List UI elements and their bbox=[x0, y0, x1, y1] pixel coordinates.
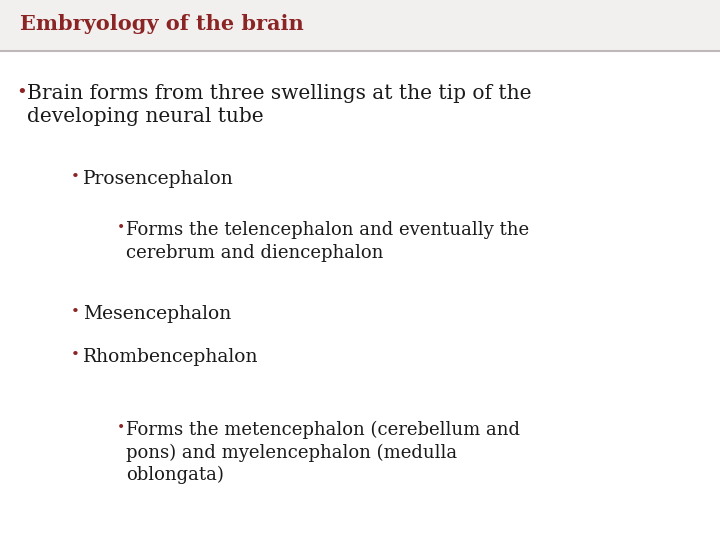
Text: Embryology of the brain: Embryology of the brain bbox=[20, 14, 304, 35]
Text: Mesencephalon: Mesencephalon bbox=[83, 305, 231, 323]
Bar bbox=[0, 0, 720, 51]
Text: Forms the metencephalon (cerebellum and
pons) and myelencephalon (medulla
oblong: Forms the metencephalon (cerebellum and … bbox=[126, 421, 520, 484]
Text: Forms the telencephalon and eventually the
cerebrum and diencephalon: Forms the telencephalon and eventually t… bbox=[126, 221, 529, 261]
Text: •: • bbox=[16, 84, 27, 102]
Text: •: • bbox=[71, 348, 79, 362]
Text: •: • bbox=[117, 221, 125, 235]
Text: •: • bbox=[117, 421, 125, 435]
Text: •: • bbox=[71, 170, 79, 184]
Text: Prosencephalon: Prosencephalon bbox=[83, 170, 233, 188]
Text: •: • bbox=[71, 305, 79, 319]
Text: Rhombencephalon: Rhombencephalon bbox=[83, 348, 258, 366]
Text: Brain forms from three swellings at the tip of the
developing neural tube: Brain forms from three swellings at the … bbox=[27, 84, 532, 126]
